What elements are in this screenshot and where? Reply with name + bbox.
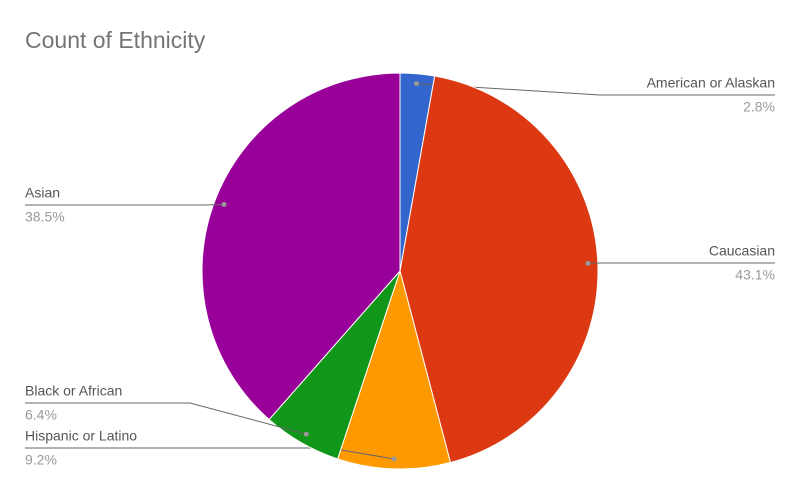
leader-line — [416, 83, 775, 96]
pie-slice — [337, 269, 452, 470]
leader-dot — [303, 431, 309, 437]
leader-dot — [391, 456, 397, 462]
pie-slice — [201, 72, 401, 421]
slice-label: Caucasian — [709, 243, 775, 259]
slice-value-label: 2.8% — [743, 99, 775, 115]
slice-value-label: 6.4% — [25, 407, 57, 423]
slice-label: Hispanic or Latino — [25, 428, 137, 444]
slice-label: American or Alaskan — [647, 75, 775, 91]
leader-dot — [414, 81, 420, 87]
slice-value-label: 9.2% — [25, 452, 57, 468]
leader-dot — [221, 202, 227, 208]
slice-value-label: 38.5% — [25, 209, 65, 225]
leader-line — [25, 402, 307, 435]
slice-label: Asian — [25, 185, 60, 201]
slice-label: Black or African — [25, 383, 122, 399]
slice-value-label: 43.1% — [735, 267, 775, 283]
chart-title: Count of Ethnicity — [25, 27, 206, 53]
leader-dot — [585, 260, 591, 266]
